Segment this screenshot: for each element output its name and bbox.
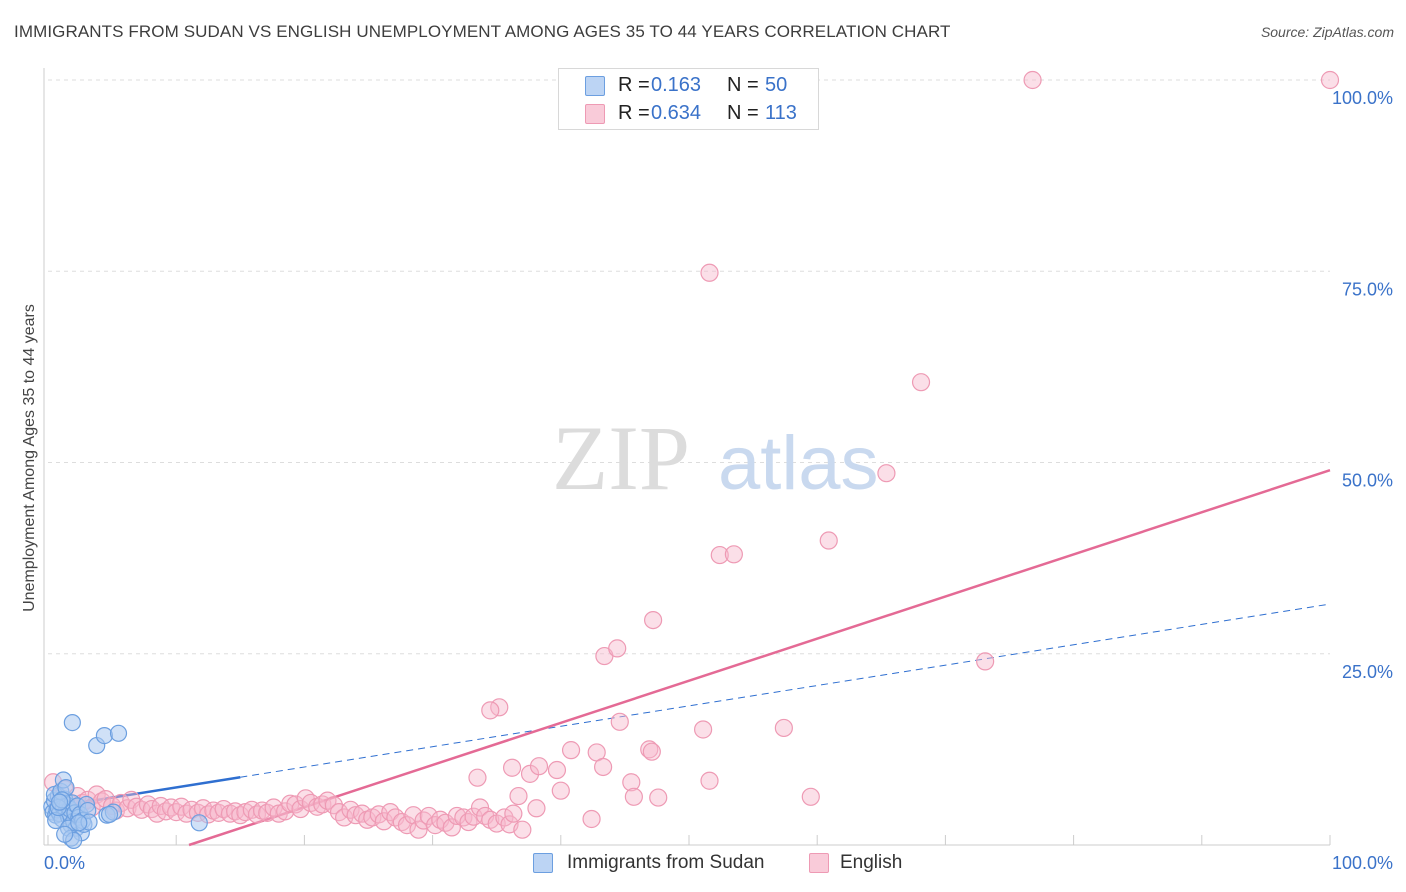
english-point [419, 806, 438, 826]
english-point [409, 820, 428, 839]
legend-n-value: 113 [765, 102, 797, 124]
english-point [642, 742, 661, 761]
english-point [436, 813, 455, 832]
english-point [801, 787, 820, 806]
legend-r-value: 0.634 [651, 102, 702, 124]
english-point [527, 799, 546, 818]
sudan-point [56, 825, 74, 843]
y-tick-label: 100.0% [1332, 88, 1393, 108]
english-point [724, 545, 743, 564]
english-point [649, 788, 668, 807]
legend-n-label: N = [727, 102, 759, 124]
legend-r-label: R = [618, 102, 650, 124]
points-layer [43, 70, 1340, 850]
watermark: ZIP atlas [552, 407, 879, 509]
legend-swatch-blue [585, 76, 605, 96]
english-point [594, 757, 613, 777]
english-point [582, 809, 601, 829]
sudan-trend-dashed [240, 603, 1331, 778]
english-point [214, 799, 233, 819]
english-point [710, 545, 729, 565]
english-point [502, 758, 522, 777]
chart-title: IMMIGRANTS FROM SUDAN VS ENGLISH UNEMPLO… [14, 22, 951, 41]
sudan-point [70, 814, 88, 832]
english-point [392, 812, 411, 832]
english-point [551, 781, 570, 800]
sudan-point [190, 814, 208, 832]
english-point [1320, 70, 1340, 90]
english-point [911, 373, 931, 392]
y-tick-label: 25.0% [1342, 662, 1393, 682]
grid-layer [48, 79, 1330, 655]
english-point [127, 797, 146, 816]
english-point [622, 773, 641, 792]
english-point [1023, 70, 1042, 90]
watermark-atlas: atlas [718, 421, 879, 506]
sudan-point [50, 793, 69, 811]
english-point [374, 812, 393, 831]
english-point [694, 720, 713, 739]
english-point [774, 718, 793, 738]
english-point [509, 786, 528, 806]
english-point [381, 803, 400, 822]
english-point [547, 760, 567, 780]
sudan-point [109, 724, 128, 742]
bottom-legend-swatch-pink [809, 853, 829, 873]
english-point [976, 652, 995, 671]
tick-label-layer: 25.0% 50.0% 75.0% 100.0% 0.0% 100.0% [44, 88, 1393, 873]
legend-n-label: N = [727, 74, 759, 96]
x-tick-label: 100.0% [1332, 853, 1393, 873]
english-point [442, 818, 461, 837]
bottom-legend-label: English [840, 852, 903, 873]
sudan-point [63, 713, 81, 732]
legend-r-value: 0.163 [651, 74, 702, 96]
sudan-point [95, 727, 114, 745]
english-point [529, 757, 549, 776]
english-point [481, 701, 500, 720]
y-tick-label: 75.0% [1342, 279, 1393, 299]
english-point [513, 820, 532, 839]
english-point [468, 768, 487, 787]
english-point [610, 712, 629, 731]
english-point [504, 804, 523, 823]
y-tick-label: 50.0% [1342, 471, 1393, 491]
english-point [318, 791, 337, 810]
legend-row-english: R = 0.634 N = 113 [559, 100, 818, 128]
english-point [459, 812, 478, 832]
axis-layer [43, 68, 1331, 846]
english-point [561, 741, 581, 760]
source-label: Source: ZipAtlas.com [1260, 24, 1394, 40]
english-point [640, 740, 659, 759]
x-tick-label: 0.0% [44, 853, 85, 873]
trend-layer [54, 468, 1331, 847]
english-point [700, 771, 719, 790]
english-trend-line [188, 468, 1331, 847]
english-point [608, 639, 627, 658]
legend-swatch-pink [585, 104, 605, 124]
legend-r-label: R = [618, 74, 650, 96]
legend-row-sudan: R = 0.163 N = 50 [559, 72, 818, 100]
correlation-legend: R = 0.163 N = 50 R = 0.634 N = 113 [558, 68, 819, 130]
bottom-legend-swatch-blue [533, 853, 553, 873]
watermark-zip: ZIP [552, 407, 690, 509]
english-point [877, 464, 896, 483]
english-point [341, 800, 360, 819]
bottom-legend-label: Immigrants from Sudan [567, 852, 765, 873]
english-point [397, 816, 417, 835]
legend-n-value: 50 [765, 74, 788, 96]
english-point [644, 610, 663, 630]
english-point [700, 263, 719, 282]
english-point [819, 531, 838, 550]
sudan-point [100, 805, 119, 824]
english-point [624, 787, 643, 806]
